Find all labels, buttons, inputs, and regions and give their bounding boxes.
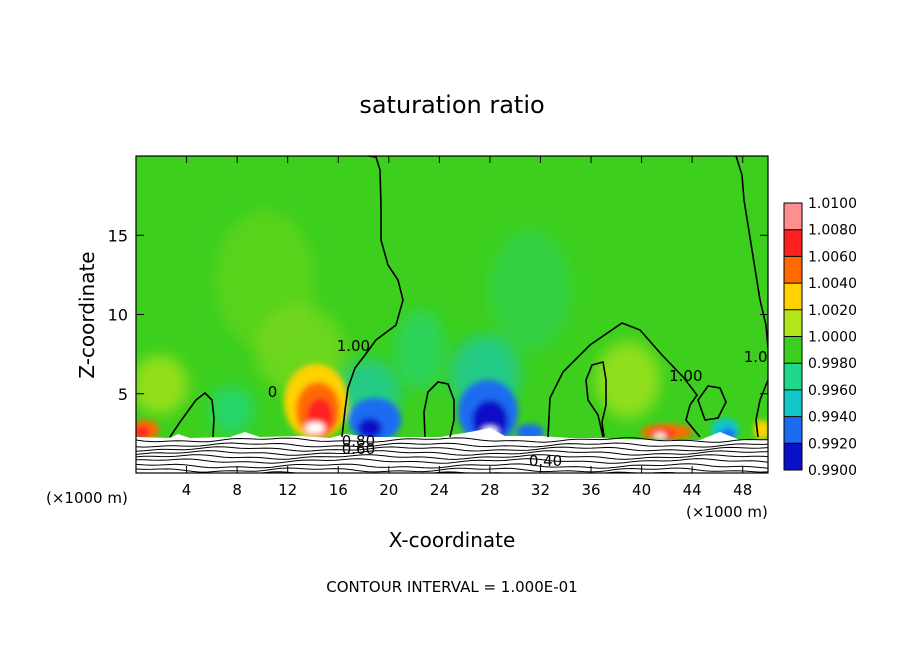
colorbar-label: 1.0080: [808, 223, 857, 239]
x-tick-label: 20: [379, 481, 398, 499]
x-tick-label: 28: [480, 481, 499, 499]
colorbar-band: [784, 203, 802, 231]
subcloud-contour-line: [136, 467, 768, 473]
contour-right-column: [735, 156, 768, 349]
x-unit-right: (×1000 m): [686, 503, 768, 521]
contour-label-text: 0.40: [529, 452, 562, 470]
sharp-features: [136, 364, 768, 444]
contour-column-20: [423, 381, 455, 438]
y-tick-label: 10: [108, 306, 128, 325]
subcloud-contour-line: [136, 437, 768, 443]
colorbar-band: [784, 256, 802, 284]
peak-40-core: [654, 433, 666, 439]
anomaly-right-upper: [490, 230, 570, 350]
colorbar-band: [784, 363, 802, 391]
x-tick-label: 16: [329, 481, 348, 499]
contour-interval-note: CONTOUR INTERVAL = 1.000E-01: [326, 578, 577, 596]
colorbar-band: [784, 389, 802, 418]
contour-label-text: 0.80: [342, 432, 375, 450]
plot-area: 1.00 0 1.00 1.00 0.800.60 0.40: [136, 156, 777, 473]
contour-label-text: 0.60: [342, 440, 375, 458]
peak-warm-core: [305, 422, 325, 434]
subcloud-contour-line: [136, 450, 768, 456]
x-tick-label: 44: [683, 481, 702, 499]
contour-label: 1.00: [337, 337, 370, 355]
colorbar-band: [784, 416, 802, 444]
contour-label: 0: [268, 383, 278, 401]
contour-label: 1.00: [744, 348, 777, 366]
colorbar-label: 0.9900: [808, 463, 857, 479]
x-axis-label: X-coordinate: [389, 528, 516, 552]
colorbar-label: 1.0040: [808, 276, 857, 292]
contour-label-text: 1.00: [669, 367, 702, 385]
colorbar-label: 1.0060: [808, 249, 857, 265]
contour-label-text: 0: [268, 383, 278, 401]
colorbar-label: 0.9980: [808, 356, 857, 372]
contour-label: 0.60: [342, 440, 375, 458]
subcloud-contour-line: [136, 442, 768, 448]
x-tick-label: 4: [182, 481, 192, 499]
contour-right-blob: [547, 322, 701, 438]
x-tick-label: 36: [581, 481, 600, 499]
x-tick-label: 24: [430, 481, 449, 499]
contour-right-lower: [755, 379, 768, 438]
trough-19-inner: [358, 418, 382, 438]
colorbar-band: [784, 336, 802, 364]
colorbar-label: 1.0020: [808, 303, 857, 319]
anomaly-right-bulge: [596, 342, 660, 418]
y-tick-label: 5: [118, 385, 128, 404]
y-axis-ticks: 5 10 15: [108, 226, 768, 404]
subcloud-contour-line: [136, 446, 768, 452]
colorbar-label: 0.9920: [808, 436, 857, 452]
colorbar-band: [784, 309, 802, 337]
y-tick-label: 15: [108, 226, 128, 245]
colorbar-band: [784, 443, 802, 471]
subcloud-contour-line: [136, 463, 768, 469]
contour-left-lobe: [169, 391, 215, 438]
colorbar-label: 1.0000: [808, 330, 857, 346]
colorbar-label: 0.9940: [808, 410, 857, 426]
x-tick-label: 48: [733, 481, 752, 499]
contour-label-text: 1.00: [337, 337, 370, 355]
anomaly-left-teal: [210, 386, 254, 434]
subcloud-contour-line: [136, 454, 768, 460]
x-tick-label: 32: [531, 481, 550, 499]
x-tick-label: 12: [278, 481, 297, 499]
y-axis-label: Z-coordinate: [75, 251, 99, 378]
contour-small-loop: [697, 385, 727, 421]
colorbar-band: [784, 283, 802, 311]
colorbar-label: 0.9960: [808, 383, 857, 399]
x-tick-label: 40: [632, 481, 651, 499]
contours-1-00: [169, 156, 768, 438]
contour-labels: 1.00 0 1.00 1.00 0.800.60 0.40: [268, 337, 777, 470]
subcloud-contour-line: [136, 458, 768, 464]
contour-label: 0.40: [529, 452, 562, 470]
contour-label: 1.00: [669, 367, 702, 385]
contour-label: 0.80: [342, 432, 375, 450]
colorbar-label: 1.0100: [808, 196, 857, 212]
contour-inner-blob: [585, 360, 607, 438]
colorbar-band: [784, 229, 802, 257]
peak-left-edge-inner: [136, 426, 150, 438]
anomaly-mid-teal: [395, 310, 445, 390]
contour-label-text: 1.00: [744, 348, 777, 366]
x-unit-left: (×1000 m): [46, 489, 128, 507]
x-axis-ticks: 4 8 12 16 20 24 28 32 36 40 44 48: [182, 156, 752, 499]
chart-title: saturation ratio: [359, 91, 544, 119]
colorbar: 1.0100 1.0080 1.0060 1.0040 1.0020 1.0000 0.99…: [783, 196, 857, 479]
anomaly-far-left: [136, 355, 188, 415]
contour-mid-column: [341, 156, 404, 438]
x-tick-label: 8: [232, 481, 242, 499]
